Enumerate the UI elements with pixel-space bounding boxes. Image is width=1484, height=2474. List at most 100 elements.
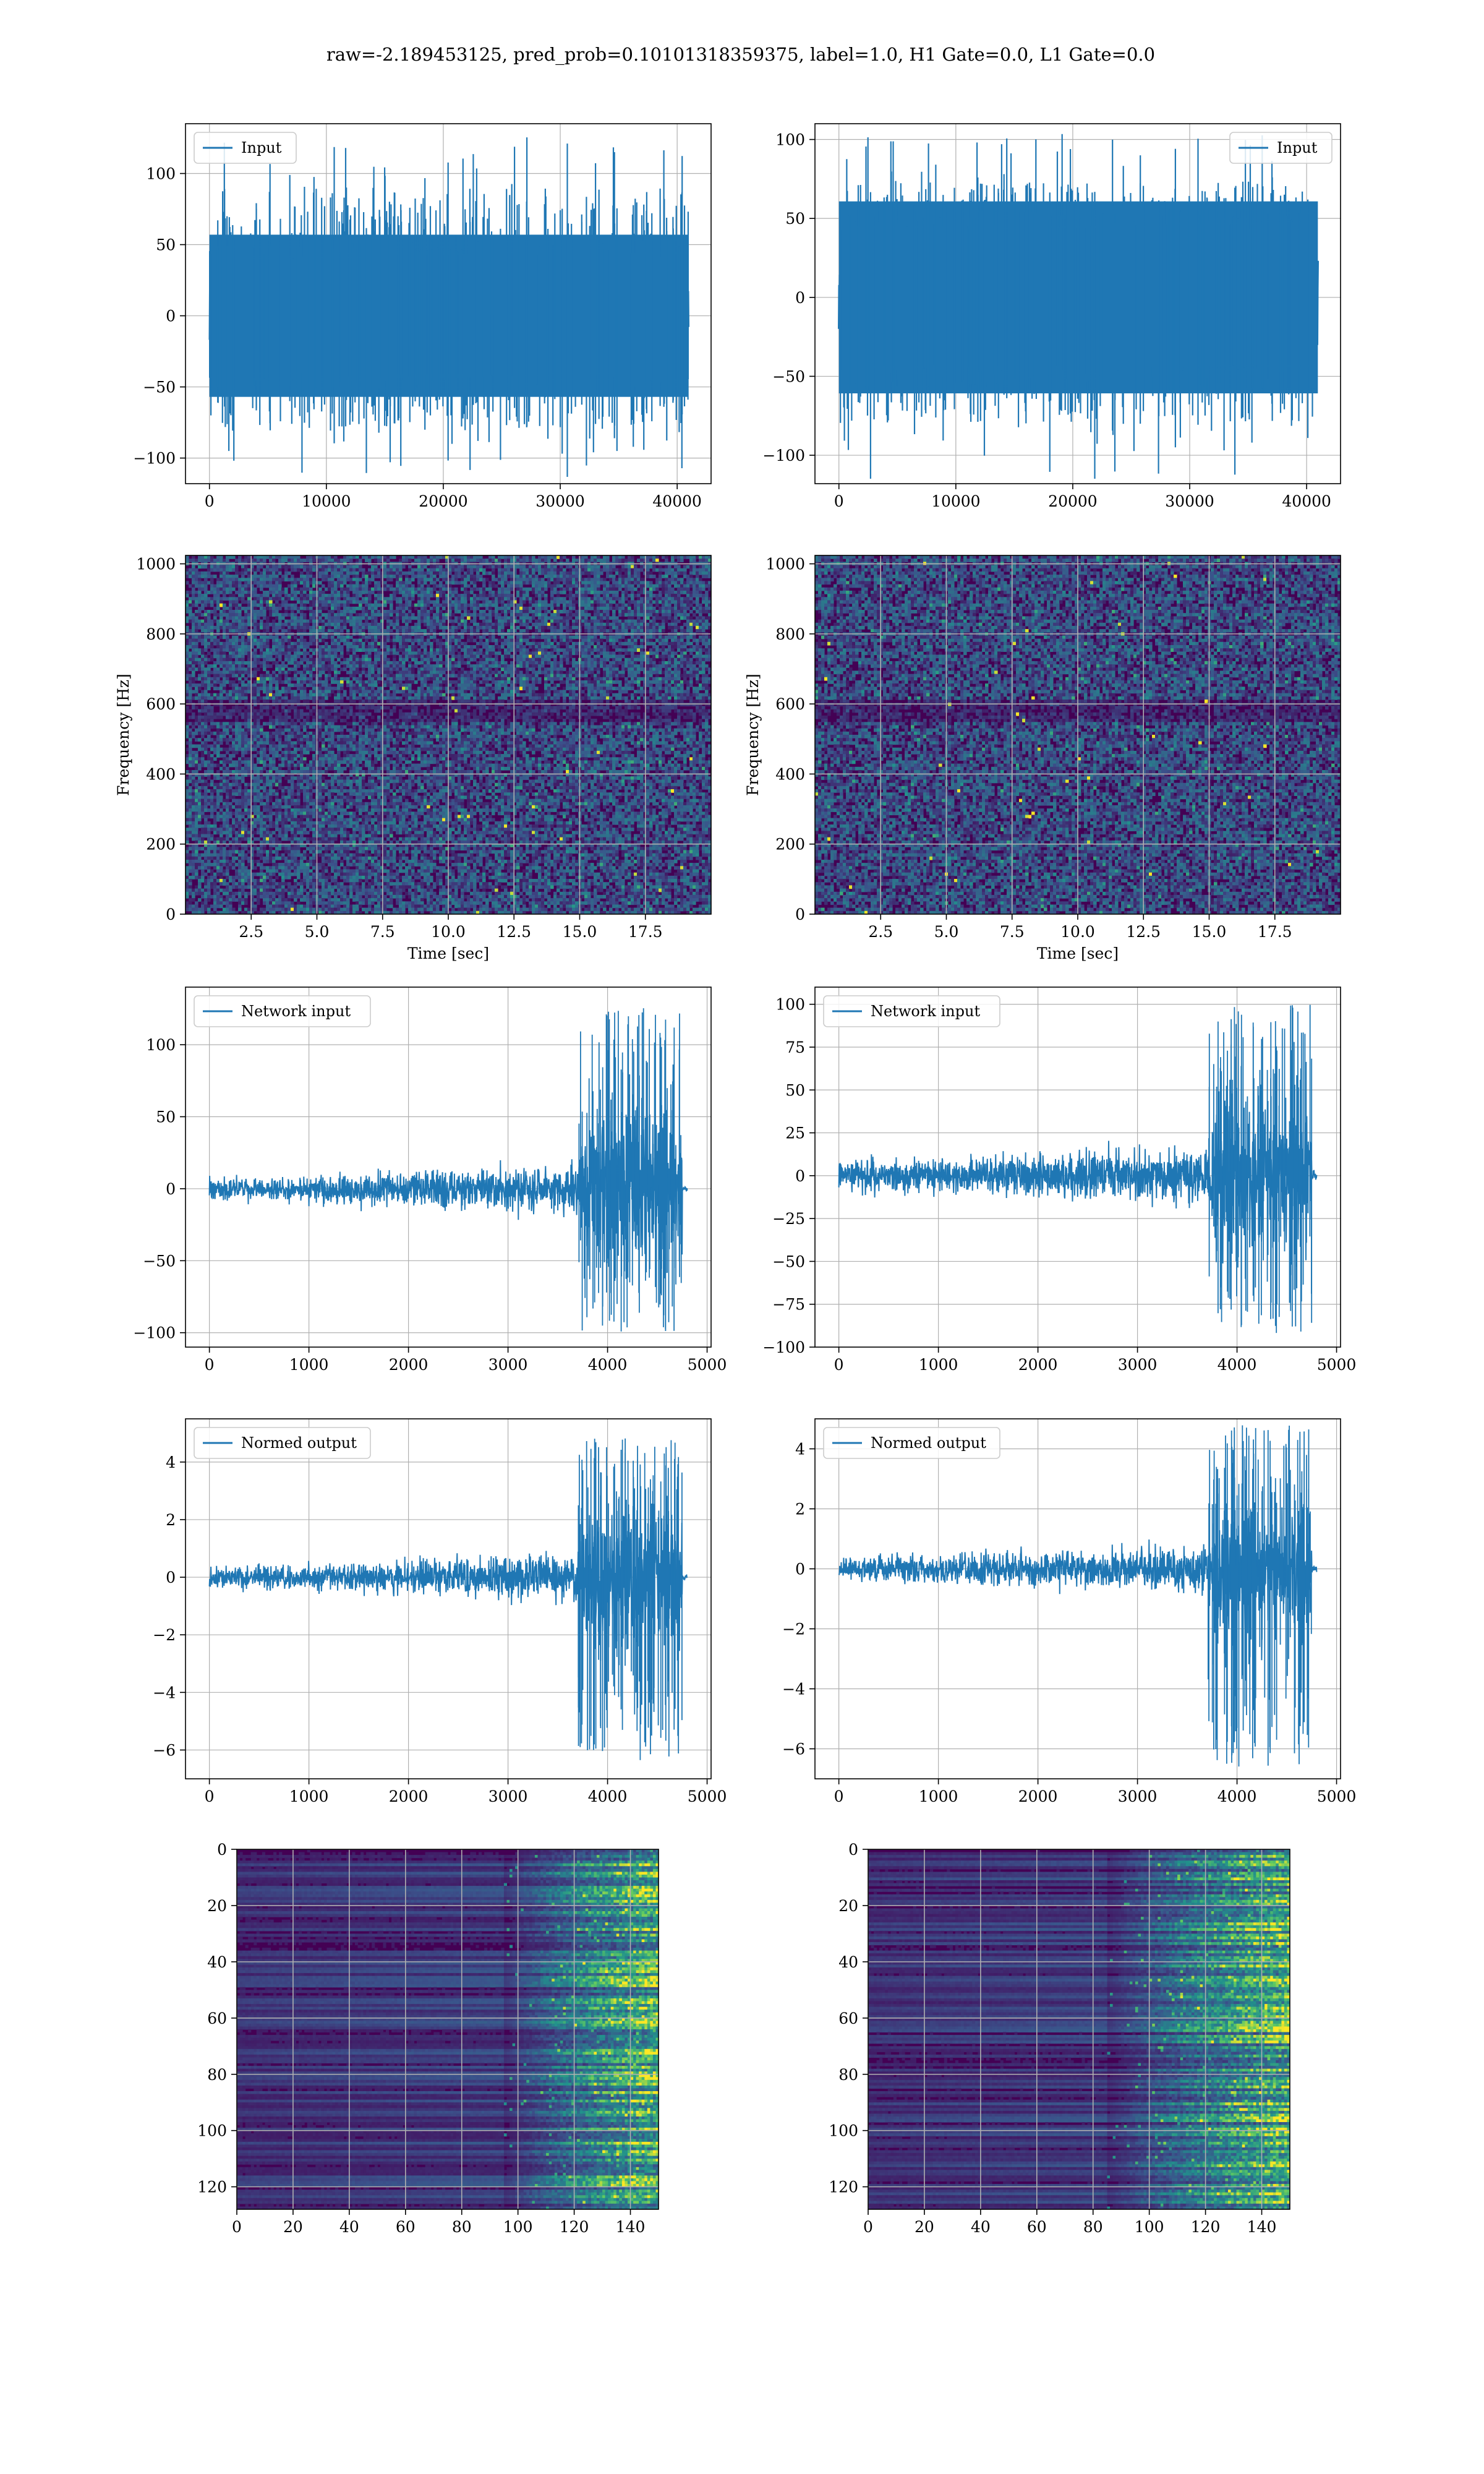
y-tick-label: 100: [775, 131, 805, 149]
x-tick-label: 60: [396, 2218, 416, 2236]
x-tick-label: 2000: [1018, 1787, 1058, 1805]
plot-area: [815, 555, 1341, 915]
x-tick-label: 0: [834, 1356, 844, 1374]
y-tick-label: 50: [156, 236, 176, 254]
heatmap-cells: [868, 1849, 1290, 2210]
x-tick-label: 2000: [1018, 1356, 1058, 1374]
y-tick-label: 4: [166, 1453, 176, 1471]
x-tick-label: 20000: [1048, 492, 1098, 510]
plot-area: [237, 1849, 659, 2210]
y-axis-label: Frequency [Hz]: [744, 674, 762, 796]
x-tick-label: 1000: [919, 1787, 958, 1805]
x-tick-label: 80: [1083, 2218, 1103, 2236]
y-tick-label: 100: [146, 1036, 176, 1054]
x-tick-label: 15.0: [1192, 923, 1227, 941]
y-tick-label: −50: [772, 1252, 805, 1270]
legend: Normed output: [194, 1427, 370, 1458]
x-axis-label: Time [sec]: [407, 944, 489, 962]
y-tick-label: 50: [156, 1108, 176, 1126]
y-tick-label: 4: [795, 1440, 805, 1458]
y-tick-label: −50: [772, 367, 805, 385]
plot-area: [868, 1849, 1290, 2210]
x-tick-label: 1000: [289, 1787, 329, 1805]
plot-area: [186, 555, 712, 915]
y-tick-label: 0: [166, 1180, 176, 1198]
x-tick-label: 15.0: [563, 923, 597, 941]
x-tick-label: 17.5: [628, 923, 663, 941]
y-tick-label: 800: [146, 625, 176, 643]
y-tick-label: 120: [829, 2178, 858, 2196]
series-burst: [1209, 1005, 1311, 1333]
y-tick-label: 400: [146, 765, 176, 783]
y-tick-label: −2: [782, 1620, 805, 1638]
x-tick-label: 0: [205, 1356, 215, 1374]
x-tick-label: 4000: [1217, 1787, 1257, 1805]
y-tick-label: −6: [153, 1741, 176, 1759]
series-burst: [578, 1439, 682, 1760]
legend: Input: [1230, 132, 1332, 163]
x-tick-label: 0: [205, 1787, 215, 1805]
x-tick-label: 30000: [535, 492, 585, 510]
x-tick-label: 0: [863, 2218, 873, 2236]
legend: Input: [194, 132, 296, 163]
x-tick-label: 120: [1191, 2218, 1221, 2236]
y-tick-label: −4: [153, 1684, 176, 1701]
legend-label: Network input: [871, 1003, 980, 1020]
x-tick-label: 40000: [1282, 492, 1331, 510]
x-tick-label: 80: [452, 2218, 472, 2236]
x-tick-label: 1000: [289, 1356, 329, 1374]
plot-area: [815, 124, 1341, 484]
y-tick-label: 100: [146, 165, 176, 183]
x-tick-label: 5000: [688, 1787, 727, 1805]
y-tick-label: 120: [197, 2178, 227, 2196]
chart-network-h1: 0 1000 2000 3000 4000 5000−100−50050100Networ…: [133, 987, 727, 1374]
y-tick-label: 200: [146, 836, 176, 854]
x-tick-label: 3000: [1118, 1787, 1158, 1805]
legend: Network input: [824, 996, 1000, 1027]
x-tick-label: 5.0: [305, 923, 330, 941]
y-tick-label: −4: [782, 1680, 805, 1698]
x-tick-label: 3000: [1118, 1356, 1158, 1374]
x-tick-label: 12.5: [1126, 923, 1161, 941]
x-tick-label: 5.0: [934, 923, 959, 941]
y-tick-label: 80: [838, 2066, 858, 2084]
legend-label: Normed output: [241, 1434, 357, 1452]
plot-area: [186, 1419, 711, 1779]
y-tick-label: 2: [795, 1500, 805, 1518]
y-tick-label: 75: [785, 1038, 805, 1056]
x-tick-label: 2000: [389, 1356, 429, 1374]
legend: Normed output: [824, 1427, 1000, 1458]
y-tick-label: 0: [166, 1569, 176, 1586]
y-tick-label: −100: [133, 450, 176, 468]
chart-spec-l1: 2.5 5.0 7.5 10.0 12.5 15.0 17.5020040060080010…: [744, 555, 1341, 962]
x-tick-label: 2.5: [868, 923, 893, 941]
x-tick-label: 40: [339, 2218, 359, 2236]
y-tick-label: −50: [143, 379, 176, 396]
y-tick-label: 600: [146, 695, 176, 713]
y-tick-label: 40: [838, 1953, 858, 1971]
y-axis-label: Frequency [Hz]: [114, 674, 132, 796]
plot-area: [815, 1419, 1341, 1779]
x-tick-label: 5000: [1317, 1787, 1357, 1805]
y-tick-label: 1000: [765, 555, 805, 573]
legend-label: Normed output: [871, 1434, 986, 1452]
figure-suptitle: raw=-2.189453125, pred_prob=0.1010131835…: [326, 44, 1155, 66]
y-tick-label: 2: [166, 1511, 176, 1529]
x-tick-label: 17.5: [1258, 923, 1292, 941]
y-tick-label: 20: [838, 1897, 858, 1915]
y-tick-label: 40: [207, 1953, 227, 1971]
legend-label: Network input: [241, 1003, 351, 1020]
y-tick-label: 0: [795, 1560, 805, 1578]
x-tick-label: 0: [205, 492, 215, 510]
x-tick-label: 7.5: [370, 923, 395, 941]
y-tick-label: −25: [772, 1210, 805, 1228]
panels: 0 10000 20000 30000 40000−100−50050100Input0…: [114, 124, 1356, 2236]
x-tick-label: 10.0: [1060, 923, 1095, 941]
plot-area: [186, 124, 711, 484]
x-tick-label: 5000: [688, 1356, 727, 1374]
x-tick-label: 100: [1135, 2218, 1164, 2236]
y-tick-label: −100: [762, 1338, 805, 1356]
